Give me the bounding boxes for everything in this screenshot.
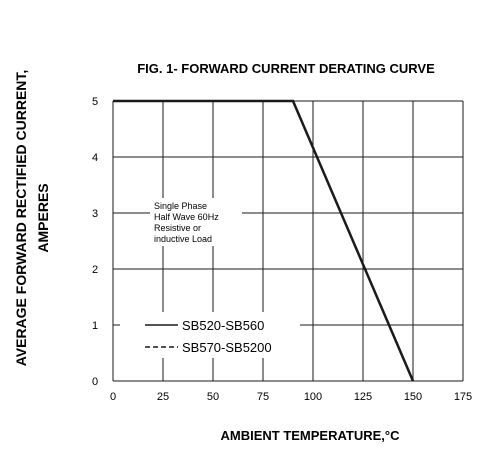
annotation-line-3: Resistive or xyxy=(154,223,201,233)
x-axis-label: AMBIENT TEMPERATURE,°C xyxy=(220,428,400,443)
y-axis-label-line2: AMPERES xyxy=(35,183,51,252)
x-tick-label: 125 xyxy=(354,391,372,403)
chart-title: FIG. 1- FORWARD CURRENT DERATING CURVE xyxy=(137,61,435,76)
y-axis-label: AVERAGE FORWARD RECTIFIED CURRENT, AMPER… xyxy=(13,70,51,367)
y-tick-label: 4 xyxy=(92,152,98,164)
series xyxy=(113,99,415,382)
x-tick-label: 50 xyxy=(207,391,219,403)
legend-background xyxy=(120,312,300,358)
y-tick-label: 0 xyxy=(92,376,98,388)
annotation-background xyxy=(150,198,242,246)
x-tick-label: 25 xyxy=(157,391,169,403)
legend-label-sb570-sb5200: SB570-SB5200 xyxy=(182,340,272,355)
y-axis-label-line1: AVERAGE FORWARD RECTIFIED CURRENT, xyxy=(13,70,29,367)
legend-label-sb520-sb560: SB520-SB560 xyxy=(182,318,264,333)
legend: SB520-SB560 SB570-SB5200 xyxy=(120,312,300,358)
y-tick-label: 3 xyxy=(92,208,98,220)
tick-labels: 0 25 50 75 100 125 150 175 0 1 2 3 4 5 xyxy=(92,96,472,403)
x-tick-label: 0 xyxy=(110,391,116,403)
condition-annotation: Single Phase Half Wave 60Hz Resistive or… xyxy=(150,198,242,246)
x-tick-label: 75 xyxy=(257,391,269,403)
x-tick-label: 150 xyxy=(404,391,422,403)
annotation-line-1: Single Phase xyxy=(154,201,207,211)
annotation-line-2: Half Wave 60Hz xyxy=(154,212,219,222)
x-tick-label: 175 xyxy=(454,391,472,403)
series-line-sb520-sb560 xyxy=(113,99,415,382)
annotation-line-4: inductive Load xyxy=(154,234,212,244)
y-tick-label: 2 xyxy=(92,264,98,276)
y-tick-label: 1 xyxy=(92,320,98,332)
x-tick-label: 100 xyxy=(304,391,322,403)
y-tick-label: 5 xyxy=(92,96,98,108)
